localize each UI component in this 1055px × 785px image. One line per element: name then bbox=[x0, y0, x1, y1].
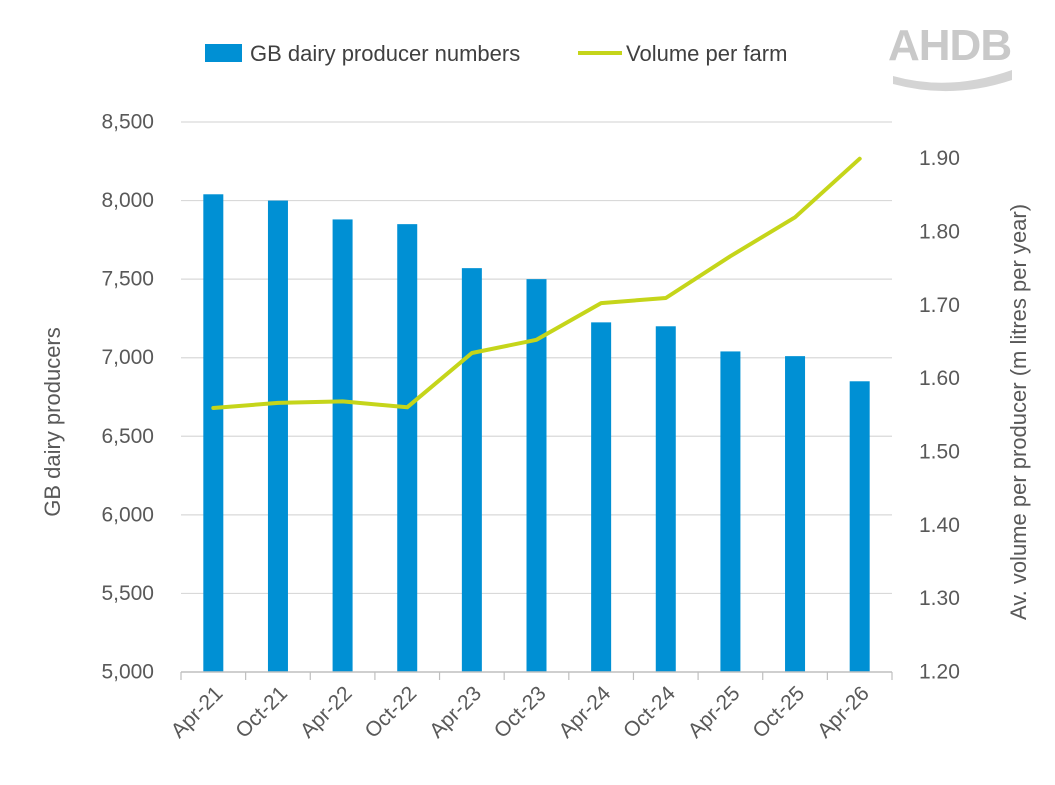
x-tick-label: Oct-25 bbox=[748, 682, 809, 743]
x-tick-label: Apr-22 bbox=[296, 682, 357, 743]
x-tick-label: Apr-23 bbox=[425, 682, 486, 743]
bar bbox=[526, 279, 547, 672]
bar-series bbox=[203, 194, 870, 673]
y-left-tick-label: 8,500 bbox=[101, 111, 154, 134]
y-left-tick-label: 6,000 bbox=[101, 503, 154, 526]
x-tick-label: Apr-26 bbox=[813, 682, 874, 743]
bar bbox=[591, 322, 612, 672]
y-right-axis-title: Av. volume per producer (m litres per ye… bbox=[1006, 204, 1031, 620]
y-left-tick-label: 8,000 bbox=[101, 189, 154, 212]
legend-swatch-bars bbox=[205, 44, 242, 62]
y-left-tick-label: 7,000 bbox=[101, 346, 154, 369]
y-right-tick-label: 1.40 bbox=[919, 514, 960, 537]
y-left-tick-label: 7,500 bbox=[101, 268, 154, 291]
y-left-axis-title: GB dairy producers bbox=[40, 327, 65, 517]
bar bbox=[655, 326, 676, 672]
logo-text: AHDB bbox=[888, 21, 1011, 70]
legend-label-line: Volume per farm bbox=[626, 41, 787, 66]
bar bbox=[720, 351, 741, 672]
bar bbox=[397, 224, 418, 672]
bar bbox=[785, 356, 806, 672]
bar bbox=[332, 219, 353, 672]
y-left-tick-label: 5,500 bbox=[101, 582, 154, 605]
ahdb-logo: AHDB bbox=[888, 21, 1012, 92]
x-tick-label: Apr-25 bbox=[684, 682, 745, 743]
bar bbox=[267, 200, 288, 673]
y-right-tick-label: 1.50 bbox=[919, 441, 960, 464]
bar bbox=[849, 381, 870, 672]
y-right-tick-label: 1.70 bbox=[919, 294, 960, 317]
y-left-tick-label: 5,000 bbox=[101, 661, 154, 684]
y-right-tick-label: 1.30 bbox=[919, 587, 960, 610]
y-right-tick-label: 1.90 bbox=[919, 147, 960, 170]
x-tick-label: Apr-21 bbox=[167, 682, 228, 743]
legend: GB dairy producer numbers Volume per far… bbox=[205, 41, 787, 66]
legend-label-bars: GB dairy producer numbers bbox=[250, 41, 520, 66]
x-tick-label: Oct-24 bbox=[619, 682, 680, 743]
bar bbox=[203, 194, 224, 673]
y-left-tick-label: 6,500 bbox=[101, 425, 154, 448]
y-right-tick-label: 1.20 bbox=[919, 661, 960, 684]
x-tick-label: Apr-24 bbox=[554, 682, 615, 743]
x-axis-ticks: Apr-21 Oct-21 Apr-22 Oct-22 Apr-23 Oct-23 Apr-… bbox=[167, 672, 893, 743]
line-series bbox=[211, 156, 862, 410]
logo-swoosh-icon bbox=[893, 70, 1012, 92]
y-right-axis-ticks: 1.20 1.30 1.40 1.50 1.60 1.70 1.80 1.90 bbox=[919, 147, 960, 683]
y-right-tick-label: 1.80 bbox=[919, 221, 960, 244]
y-right-tick-label: 1.60 bbox=[919, 367, 960, 390]
bar bbox=[461, 268, 482, 672]
x-tick-label: Oct-23 bbox=[490, 682, 551, 743]
y-left-axis-ticks: 5,000 5,500 6,000 6,500 7,000 7,500 8,000 8,500 bbox=[101, 111, 154, 684]
x-tick-label: Oct-22 bbox=[361, 682, 422, 743]
x-tick-label: Oct-21 bbox=[231, 682, 292, 743]
